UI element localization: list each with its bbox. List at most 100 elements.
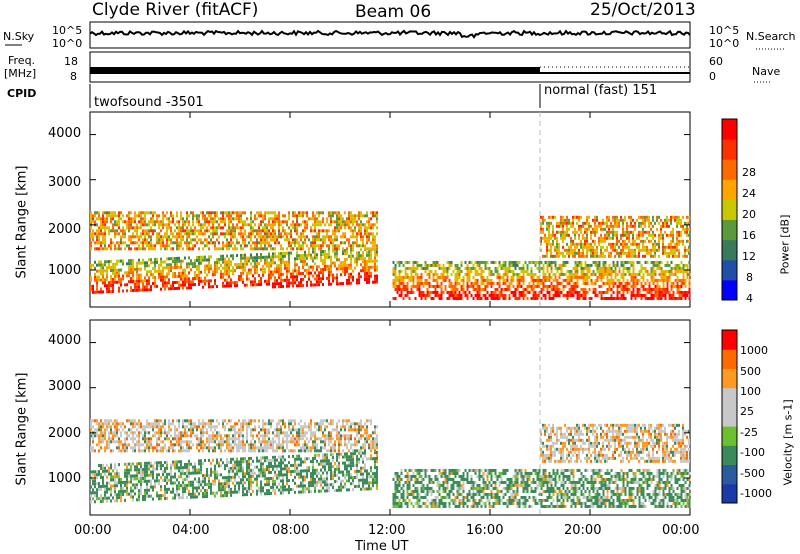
data-cell [250,492,252,496]
data-cell [234,217,236,221]
data-cell [298,490,300,494]
data-cell [578,233,580,237]
data-cell [460,263,463,267]
data-cell [104,244,106,248]
data-cell [116,493,118,497]
data-cell [274,491,276,495]
data-cell [598,221,600,225]
data-cell [602,236,604,240]
data-cell [374,274,376,278]
data-cell [186,495,188,499]
data-cell [134,474,136,478]
data-cell [146,464,148,468]
data-cell [462,278,465,282]
data-cell [652,236,654,240]
data-cell [310,472,312,476]
data-cell [218,485,220,489]
data-cell [450,281,453,285]
data-cell [268,229,270,233]
data-cell [458,275,461,279]
data-cell [564,233,566,237]
data-cell [232,281,234,285]
data-cell [490,284,493,288]
data-cell [550,269,553,273]
data-cell [312,283,314,287]
data-cell [106,247,108,251]
data-cell [482,269,485,273]
data-cell [584,296,587,300]
data-cell [104,284,106,288]
data-cell [126,468,128,472]
data-cell [686,221,688,225]
data-cell [138,495,140,499]
data-cell [634,227,636,231]
data-cell [580,245,582,249]
data-cell [312,465,314,469]
data-cell [230,460,232,464]
data-cell [540,281,543,285]
data-cell [622,287,625,291]
data-cell [90,235,92,239]
data-cell [136,261,138,265]
data-cell [136,214,138,218]
data-cell [476,278,479,282]
data-cell [684,278,687,282]
data-cell [258,459,260,463]
data-cell [516,263,519,267]
data-cell [128,223,130,227]
data-cell [424,263,427,267]
data-cell [622,242,624,246]
data-cell [596,275,599,279]
data-cell [352,235,354,239]
data-cell [184,472,186,476]
data-cell [242,460,244,464]
data-cell [208,247,210,251]
data-cell [410,266,413,270]
data-cell [130,477,132,481]
data-cell [130,289,132,293]
data-cell [182,466,184,470]
data-cell [238,274,240,278]
data-cell [476,272,479,276]
data-cell [304,226,306,230]
data-cell [574,251,576,255]
data-cell [546,275,549,279]
data-cell [644,266,647,270]
data-cell [262,241,264,245]
data-cell [256,283,258,287]
data-cell [580,293,583,297]
data-cell [668,290,671,294]
data-cell [240,244,242,248]
data-cell [348,223,350,227]
data-cell [624,296,627,300]
data-cell [426,272,429,276]
data-cell [594,239,596,243]
data-cell [166,238,168,242]
data-cell [188,459,190,463]
data-cell [626,227,628,231]
data-cell [92,470,94,474]
data-cell [298,454,300,458]
data-cell [288,244,290,248]
data-cell [248,484,250,488]
data-cell [562,239,564,243]
data-cell [546,251,548,255]
data-cell [634,293,637,297]
data-cell [634,251,636,255]
data-cell [266,282,268,286]
data-cell [644,296,647,300]
data-cell [410,272,413,276]
data-cell [450,290,453,294]
data-cell [252,259,254,263]
data-cell [174,241,176,245]
data-cell [668,275,671,279]
data-cell [516,296,519,300]
data-cell [262,486,264,490]
data-cell [342,267,344,271]
data-cell [276,467,278,471]
data-cell [320,256,322,260]
data-cell [138,220,140,224]
data-cell [610,281,613,285]
data-cell [554,266,557,270]
data-cell [246,244,248,248]
